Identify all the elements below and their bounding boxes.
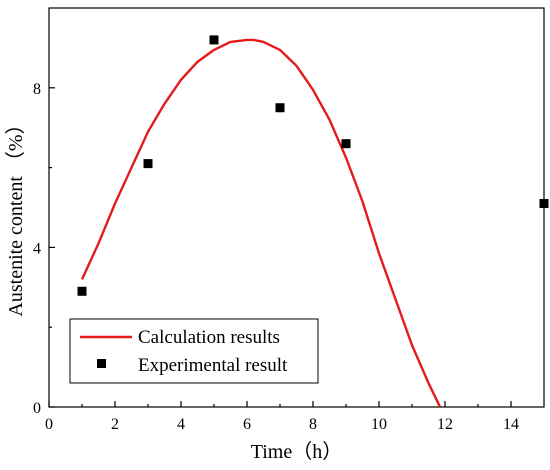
x-tick-label-7: 14 [503, 416, 519, 433]
axes-layer: 0 2 4 6 8 10 12 14 0 4 8 [33, 7, 545, 433]
legend-box [69, 318, 319, 384]
legend-swatch-experimental-result [97, 359, 106, 368]
data-point-experimental-5 [539, 199, 549, 209]
y-tick-label-1: 4 [33, 240, 41, 257]
legend-label-experimental-result: Experimental result [138, 355, 288, 376]
y-tick-label-2: 8 [33, 81, 41, 98]
x-tick-label-2: 4 [177, 416, 185, 433]
y-axis-title: Austenite content （%） [4, 114, 27, 316]
data-point-experimental-3 [275, 103, 285, 113]
x-tick-label-4: 8 [309, 416, 317, 433]
data-point-experimental-1 [143, 159, 153, 169]
x-tick-label-6: 12 [437, 416, 453, 433]
series-layer [77, 35, 549, 407]
legend-layer: Calculation results Experimental result [69, 318, 319, 384]
legend-label-calculation-results: Calculation results [138, 327, 280, 348]
y-tick-label-0: 0 [33, 400, 41, 417]
x-tick-label-0: 0 [45, 416, 53, 433]
series-line-calculation-results [80, 38, 442, 407]
data-point-experimental-2 [209, 35, 219, 45]
data-point-experimental-4 [341, 139, 351, 149]
data-point-experimental-0 [77, 286, 87, 296]
x-axis-title: Time（h） [251, 440, 343, 463]
x-tick-label-1: 2 [111, 416, 119, 433]
x-tick-label-3: 6 [243, 416, 251, 433]
x-tick-label-5: 10 [371, 416, 387, 433]
